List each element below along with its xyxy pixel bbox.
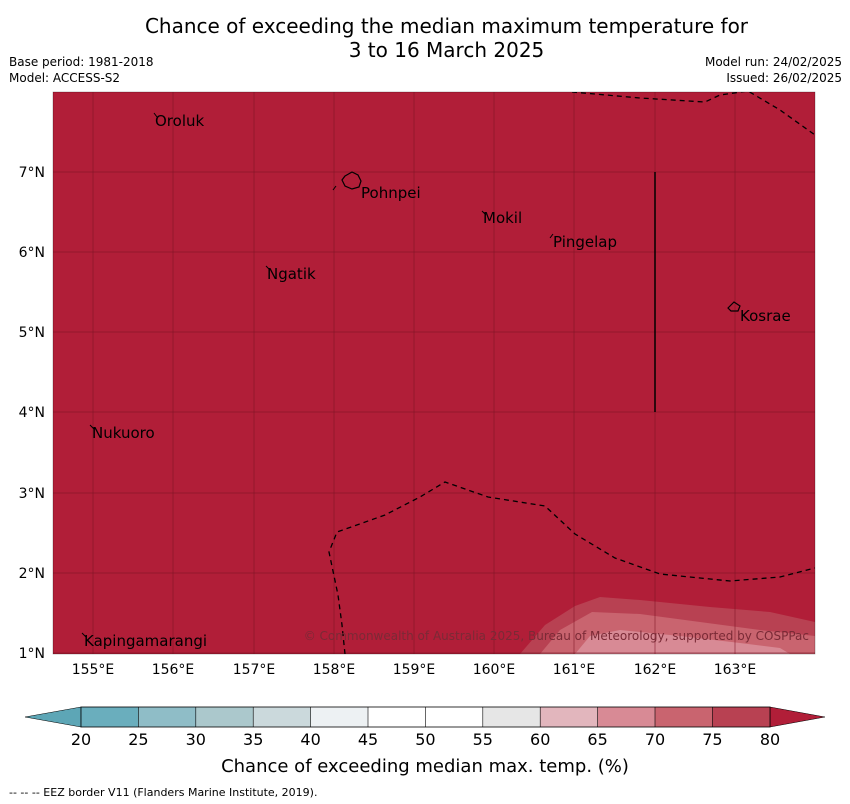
lon-label-163e: 163°E [714, 662, 757, 678]
model-text: Model: ACCESS-S2 [9, 71, 121, 85]
base-period-text: Base period: 1981-2018 [9, 55, 154, 69]
colorbar-tick-50: 50 [415, 730, 435, 749]
lat-label-3n: 3°N [19, 486, 45, 502]
copyright-text: © Commonwealth of Australia 2025, Bureau… [304, 629, 809, 643]
colorbar-low-extension [24, 706, 82, 728]
colorbar-bin-60-65 [540, 707, 598, 727]
colorbar-tick-80: 80 [760, 730, 780, 749]
lat-label-1n: 1°N [19, 646, 45, 662]
kosrae-island-outline [727, 301, 741, 312]
place-label-pingelap: Pingelap [553, 233, 617, 251]
lon-label-157e: 157°E [233, 662, 276, 678]
colorbar-tick-25: 25 [128, 730, 148, 749]
oroluk-atoll [153, 112, 158, 118]
lon-label-160e: 160°E [473, 662, 516, 678]
colorbar-bin-45-50 [368, 707, 426, 727]
colorbar-tick-70: 70 [645, 730, 665, 749]
map-title-line2: 3 to 16 March 2025 [348, 38, 545, 62]
lon-label-155e: 155°E [72, 662, 115, 678]
place-label-kosrae: Kosrae [740, 307, 791, 325]
colorbar-tick-45: 45 [358, 730, 378, 749]
colorbar-bin-70-75 [655, 707, 713, 727]
colorbar-bin-75-80 [712, 707, 770, 727]
colorbar: 20 25 30 35 40 45 50 55 60 65 70 75 80 C… [24, 706, 826, 777]
colorbar-tick-20: 20 [71, 730, 91, 749]
colorbar-tick-60: 60 [530, 730, 550, 749]
pohnpei-islet [332, 185, 337, 191]
colorbar-tick-40: 40 [300, 730, 320, 749]
lon-label-162e: 162°E [634, 662, 677, 678]
probability-fill [53, 92, 815, 654]
place-label-nukuoro: Nukuoro [92, 424, 155, 442]
colorbar-label: Chance of exceeding median max. temp. (%… [221, 756, 629, 777]
lat-label-6n: 6°N [19, 245, 45, 261]
place-label-kapingamarangi: Kapingamarangi [84, 632, 207, 650]
colorbar-bin-55-60 [482, 707, 541, 727]
eez-border [328, 92, 815, 654]
colorbar-tick-35: 35 [243, 730, 263, 749]
colorbar-bin-20-25 [81, 707, 139, 727]
colorbar-tick-75: 75 [702, 730, 722, 749]
colorbar-bin-50-55 [425, 707, 483, 727]
model-run-text: Model run: 24/02/2025 [704, 55, 842, 69]
map-frame [52, 91, 816, 655]
colorbar-tick-30: 30 [186, 730, 206, 749]
lon-label-156e: 156°E [152, 662, 195, 678]
place-label-pohnpei: Pohnpei [361, 184, 421, 202]
colorbar-bin-40-45 [310, 707, 368, 727]
colorbar-bin-65-70 [597, 707, 655, 727]
colorbar-high-extension [769, 706, 826, 728]
colorbar-tick-55: 55 [473, 730, 493, 749]
colorbar-bin-25-30 [138, 707, 196, 727]
lat-label-5n: 5°N [19, 325, 45, 341]
lon-label-161e: 161°E [553, 662, 596, 678]
lon-label-159e: 159°E [393, 662, 436, 678]
colorbar-bin-35-40 [253, 707, 311, 727]
pohnpei-island-outline [341, 171, 362, 190]
lat-label-7n: 7°N [19, 165, 45, 181]
colorbar-tick-65: 65 [587, 730, 607, 749]
patch-60-65 [575, 630, 790, 654]
lat-label-2n: 2°N [19, 566, 45, 582]
place-label-mokil: Mokil [483, 209, 522, 227]
place-label-ngatik: Ngatik [267, 265, 316, 283]
lon-label-158e: 158°E [313, 662, 356, 678]
colorbar-dividers [138, 707, 713, 727]
kapingamarangi-atoll [81, 632, 87, 638]
colorbar-bin-30-35 [195, 707, 254, 727]
map-title-line1: Chance of exceeding the median maximum t… [144, 14, 749, 38]
ngatik-atoll [265, 265, 271, 271]
place-label-oroluk: Oroluk [155, 112, 204, 130]
eez-legend-note: -- -- -- EEZ border V11 (Flanders Marine… [9, 786, 318, 799]
pingelap-atoll [549, 233, 554, 239]
mokil-atoll [481, 210, 487, 216]
nukuoro-atoll [89, 424, 95, 430]
lat-label-4n: 4°N [19, 405, 45, 421]
issued-text: Issued: 26/02/2025 [726, 71, 842, 85]
